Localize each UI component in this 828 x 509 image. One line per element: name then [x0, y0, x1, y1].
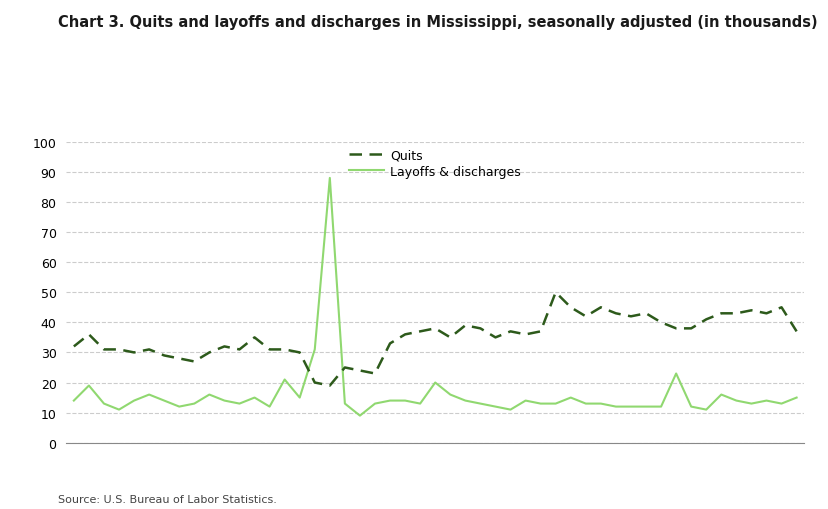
Text: Source: U.S. Bureau of Labor Statistics.: Source: U.S. Bureau of Labor Statistics.: [58, 494, 277, 504]
Text: Chart 3. Quits and layoffs and discharges in Mississippi, seasonally adjusted (i: Chart 3. Quits and layoffs and discharge…: [58, 15, 816, 30]
Legend: Quits, Layoffs & discharges: Quits, Layoffs & discharges: [349, 149, 521, 179]
